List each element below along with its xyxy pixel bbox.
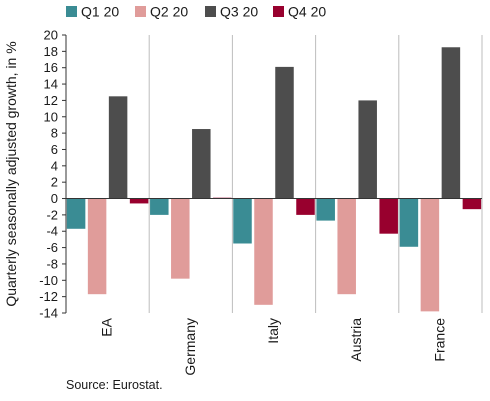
y-tick-label: -12	[39, 289, 58, 304]
category-label-germany: Germany	[182, 318, 198, 376]
category-label-italy: Italy	[265, 318, 281, 344]
y-tick-label: -2	[46, 207, 58, 222]
y-tick-label: 2	[51, 175, 58, 190]
legend-swatch	[135, 6, 146, 17]
y-tick-label: -10	[39, 273, 58, 288]
bar-q2-20-germany	[171, 198, 190, 279]
y-tick-label: 16	[44, 60, 58, 75]
bar-q4-20-italy	[296, 198, 315, 215]
bar-q1-20-austria	[316, 198, 335, 221]
y-tick-label: 18	[44, 44, 58, 59]
legend-label: Q1 20	[81, 4, 119, 20]
y-tick-label: 10	[44, 109, 58, 124]
bar-q2-20-ea	[87, 198, 107, 295]
y-tick-label: -6	[46, 240, 58, 255]
category-label-ea: EA	[99, 317, 115, 336]
bar-q3-20-france	[441, 47, 461, 199]
category-label-austria: Austria	[348, 318, 364, 362]
bar-q2-20-austria	[337, 198, 356, 295]
y-tick-label: 12	[44, 93, 58, 108]
category-label-france: France	[431, 318, 447, 362]
bar-q3-20-germany	[192, 129, 211, 199]
legend-label: Q3 20	[220, 4, 258, 20]
source-note: Source: Eurostat.	[66, 378, 163, 392]
bar-q1-20-italy	[233, 198, 252, 244]
y-tick-label: -8	[46, 256, 58, 271]
bar-q4-20-austria	[379, 198, 398, 234]
legend-swatch	[273, 6, 284, 17]
bar-q3-20-ea	[108, 96, 128, 199]
bars	[66, 47, 482, 312]
bar-q3-20-italy	[275, 66, 294, 199]
y-tick-label: 4	[51, 158, 58, 173]
legend-swatch	[205, 6, 216, 17]
legend-label: Q2 20	[150, 4, 188, 20]
bar-q1-20-ea	[66, 198, 86, 229]
legend-swatch	[66, 6, 77, 17]
bar-q4-20-france	[462, 198, 482, 210]
y-tick-label: 14	[44, 77, 58, 92]
legend: Q1 20 Q2 20 Q3 20 Q4 20	[66, 4, 326, 20]
y-tick-label: -4	[46, 224, 58, 239]
y-tick-label: 6	[51, 142, 58, 157]
y-axis-label: Quarterly seasonally adjusted growth, in…	[3, 41, 19, 306]
y-tick-label: 0	[51, 191, 58, 206]
y-tick-label: 8	[51, 126, 58, 141]
y-tick-label: 20	[44, 28, 58, 43]
bar-q3-20-austria	[358, 100, 377, 199]
bar-q1-20-germany	[150, 198, 169, 215]
bar-q2-20-italy	[254, 198, 273, 305]
bar-q2-20-france	[420, 198, 440, 312]
legend-label: Q4 20	[288, 4, 326, 20]
bar-q4-20-ea	[129, 198, 149, 204]
category-separators	[148, 35, 483, 313]
bar-q1-20-france	[399, 198, 419, 247]
x-axis: EA Germany Italy Austria France	[66, 198, 482, 376]
y-tick-label: -14	[39, 306, 58, 321]
